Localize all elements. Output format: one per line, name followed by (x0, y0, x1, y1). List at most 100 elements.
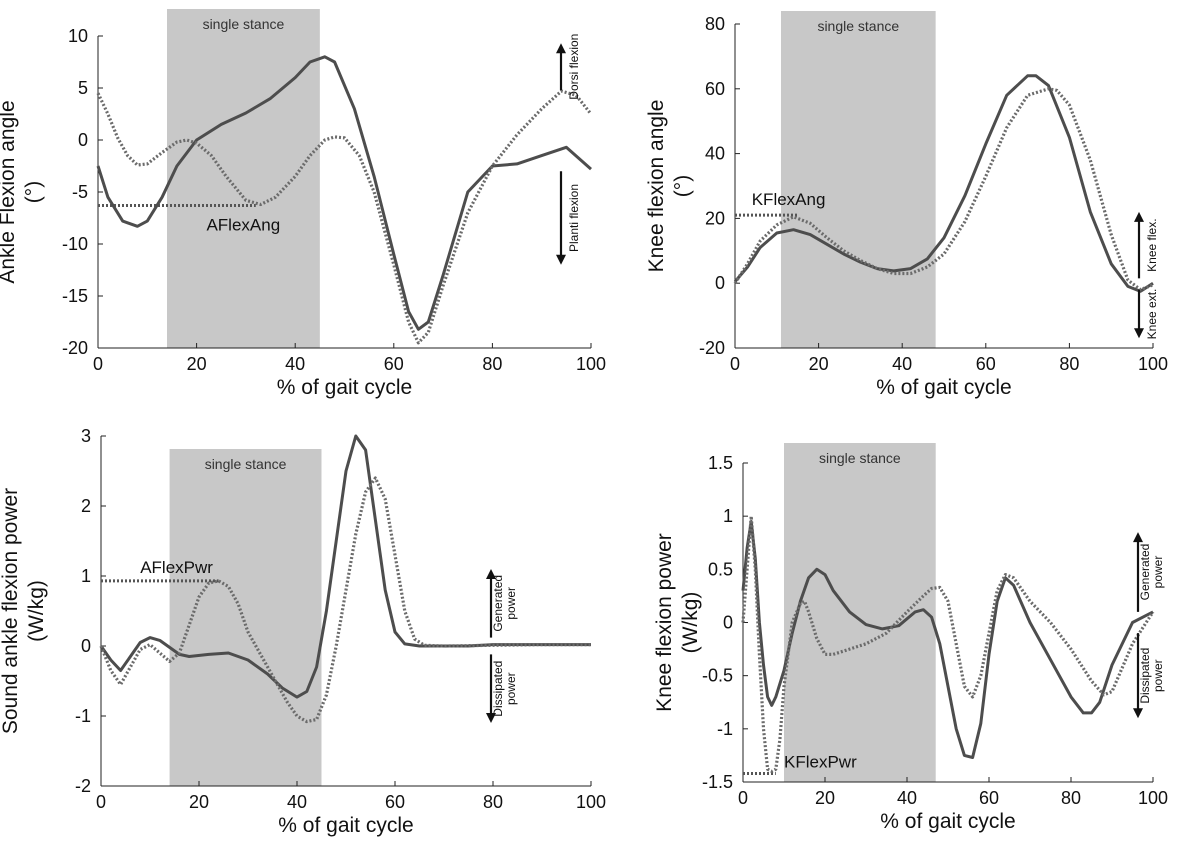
series-line-dotted (96, 89, 593, 345)
y-axis-label-line: (°) (22, 181, 45, 203)
single-stance-region (169, 449, 322, 786)
y-tick-label: 80 (705, 14, 725, 34)
y-tick-label: -1 (717, 719, 733, 739)
single-stance-label: single stance (203, 16, 285, 32)
x-tick-label: 20 (187, 354, 207, 374)
y-tick-label: 1 (81, 566, 91, 586)
x-axis-label: % of gait cycle (880, 810, 1015, 833)
y-axis-label-line: Ankle Flexion angle (0, 100, 19, 283)
marker-label: AFlexAng (206, 216, 280, 235)
y-axis-label-line: Knee flexion angle (645, 100, 668, 273)
series-line-dotted (99, 476, 591, 724)
indicator-down-label: Planti flexion (567, 184, 581, 252)
series-line-solid (741, 520, 1154, 759)
x-tick-label: 40 (287, 792, 307, 812)
single-stance-region (167, 9, 320, 348)
series-line-solid (99, 434, 591, 699)
y-tick-label: -1.5 (702, 772, 733, 792)
x-axis-label: % of gait cycle (277, 376, 412, 399)
y-tick-label: -10 (62, 234, 88, 254)
x-tick-label: 20 (809, 354, 829, 374)
y-tick-label: 3 (81, 426, 91, 446)
single-stance-label: single stance (819, 450, 901, 466)
series-line-solid (733, 74, 1154, 293)
y-tick-label: -15 (62, 286, 88, 306)
y-axis-label-line: (W/kg) (25, 580, 48, 642)
indicator-up-label: Generatedpower (491, 575, 518, 632)
indicator-up-label-line: Knee flex. (1145, 218, 1159, 271)
y-tick-label: 20 (705, 208, 725, 228)
y-axis-label-line: Knee flexion power (653, 533, 676, 712)
y-tick-label: -1 (75, 706, 91, 726)
single-stance-label: single stance (817, 18, 899, 34)
indicator-up-label: Generatedpower (1138, 544, 1165, 601)
y-tick-label: 0.5 (708, 559, 733, 579)
x-tick-label: 100 (1138, 788, 1168, 808)
indicator-down-label: Knee ext. (1145, 289, 1159, 340)
x-tick-label: 80 (1059, 354, 1079, 374)
y-tick-label: 10 (68, 26, 88, 46)
indicator-down-label-line: power (1151, 659, 1165, 692)
x-tick-label: 60 (979, 788, 999, 808)
indicator-up-label-line: Generated (1138, 544, 1152, 601)
down-arrow-head (556, 254, 566, 265)
x-tick-label: 40 (892, 354, 912, 374)
down-arrow-head (1133, 708, 1143, 719)
indicator-down-label-line: Dissipated (491, 661, 505, 717)
x-axis-label: % of gait cycle (278, 814, 413, 837)
indicator-up-label: Dorsi flexion (567, 34, 581, 100)
y-axis-label: Knee flexion angle (°) (645, 100, 694, 273)
indicator-up-label-line: Generated (491, 575, 505, 632)
x-tick-label: 60 (976, 354, 996, 374)
y-tick-label: -2 (75, 776, 91, 796)
indicator-up-label-line: power (1151, 556, 1165, 589)
chart-panel-4: single stance 0 20 40 60 80 100 -1.5 -1 -0.5 0 0.5 1… (653, 443, 1168, 833)
indicator-up-label-line: Dorsi flexion (567, 34, 581, 100)
y-tick-label: 0 (78, 130, 88, 150)
up-arrow-head (556, 43, 566, 54)
chart-panel-3: single stance 0 20 40 60 80 100 -2 -1 0 1 2 3 % of ga… (0, 426, 606, 837)
y-tick-label: -5 (72, 182, 88, 202)
up-arrow-head (486, 569, 496, 579)
single-stance-label: single stance (205, 456, 287, 472)
y-tick-label: 0 (723, 613, 733, 633)
down-arrow-head (486, 713, 496, 723)
indicator-down-label-line: Dissipated (1138, 648, 1152, 704)
x-tick-label: 0 (730, 354, 740, 374)
y-tick-label: -0.5 (702, 666, 733, 686)
indicator-up-label: Knee flex. (1145, 218, 1159, 271)
y-tick-label: 60 (705, 79, 725, 99)
y-axis-label-line: Sound ankle flexion power (0, 488, 22, 734)
marker-label: KFlexAng (752, 190, 826, 209)
y-tick-label: -20 (62, 338, 88, 358)
x-tick-label: 0 (93, 354, 103, 374)
x-axis-label: % of gait cycle (876, 376, 1011, 399)
x-tick-label: 100 (576, 354, 606, 374)
marker-label: KFlexPwr (784, 752, 857, 771)
y-axis-label: Sound ankle flexion power (W/kg) (0, 488, 48, 734)
series-line-dotted (741, 514, 1155, 773)
x-tick-label: 80 (482, 354, 502, 374)
indicator-down-label: Dissipatedpower (1138, 648, 1165, 704)
indicator-down-label-line: Knee ext. (1145, 289, 1159, 340)
y-tick-label: 5 (78, 78, 88, 98)
marker-label: AFlexPwr (140, 558, 213, 577)
x-tick-label: 80 (1061, 788, 1081, 808)
y-axis-label: Knee flexion power (W/kg) (653, 533, 702, 712)
y-tick-label: 2 (81, 496, 91, 516)
y-axis-label: Ankle Flexion angle(°) (0, 100, 45, 283)
y-tick-label: 0 (81, 636, 91, 656)
x-tick-label: 0 (96, 792, 106, 812)
indicator-down-label-line: power (504, 672, 518, 705)
x-tick-label: 20 (815, 788, 835, 808)
single-stance-region (780, 11, 936, 348)
y-tick-label: -20 (699, 338, 725, 358)
up-arrow-head (1133, 532, 1143, 543)
x-tick-label: 40 (897, 788, 917, 808)
y-axis-label-line: (W/kg) (679, 592, 702, 654)
indicator-down-label-line: Planti flexion (567, 184, 581, 252)
up-arrow-head (1134, 211, 1144, 222)
